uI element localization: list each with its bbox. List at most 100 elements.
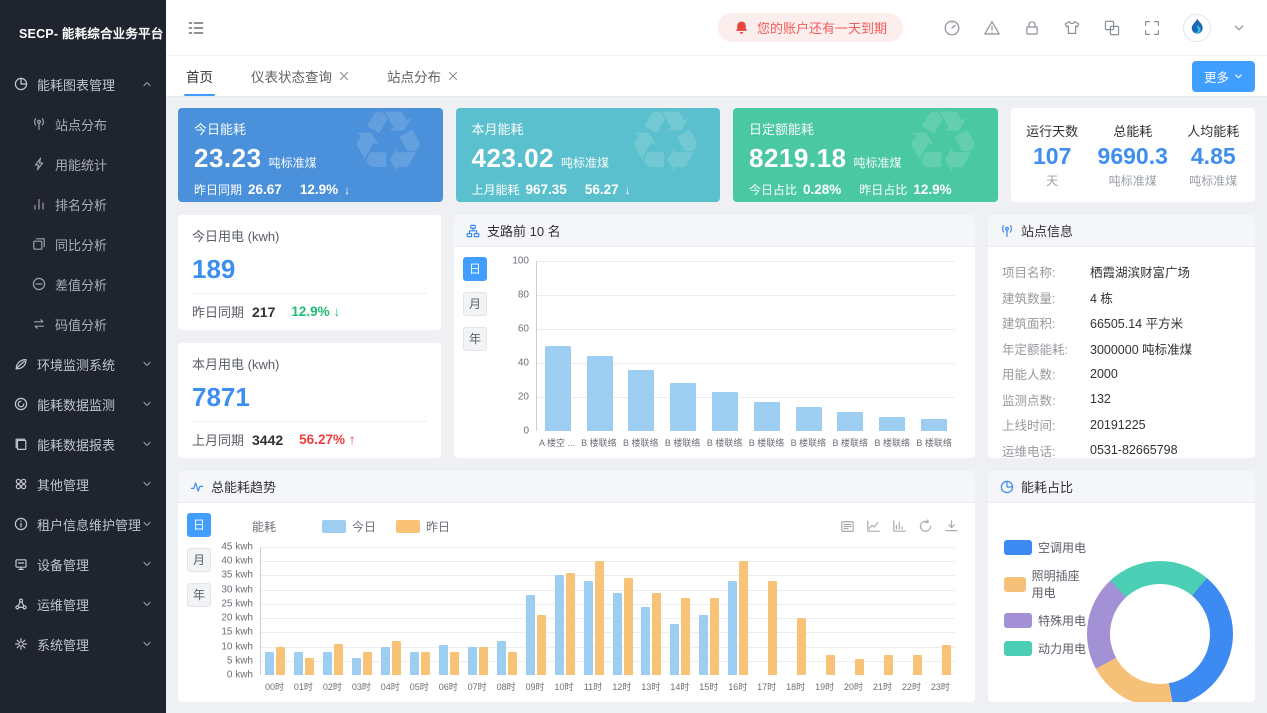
x-axis-tick: 23时 xyxy=(930,682,950,692)
sidebar-group[interactable]: 其他管理 xyxy=(0,464,166,504)
stat-label: 人均能耗 xyxy=(1187,124,1240,139)
account-expiry-notice[interactable]: 您的账户还有一天到期 xyxy=(717,13,903,42)
sidebar-group[interactable]: 运维管理 xyxy=(0,584,166,624)
sidebar-group[interactable]: 环境监测系统 xyxy=(0,344,166,384)
bar-group xyxy=(704,261,746,431)
sidebar-item[interactable]: 排名分析 xyxy=(0,184,166,224)
info-label: 建筑数量: xyxy=(1002,291,1056,306)
bar xyxy=(628,369,655,431)
bar xyxy=(294,652,304,675)
bar xyxy=(583,581,593,675)
refresh-icon[interactable] xyxy=(918,518,933,534)
sidebar-group-label: 能耗数据报表 xyxy=(37,437,116,453)
sidebar-group-label: 租户信息维护管理 xyxy=(37,517,142,533)
tab[interactable]: 站点分布 xyxy=(387,56,458,96)
app-logo: SECP- 能耗综合业务平台 xyxy=(0,0,166,64)
period-button[interactable]: 日 xyxy=(463,257,487,281)
legend-item[interactable]: 动力用电 xyxy=(1004,640,1087,657)
sidebar-item[interactable]: 差值分析 xyxy=(0,264,166,304)
sidebar-item[interactable]: 码值分析 xyxy=(0,304,166,344)
warning-icon[interactable] xyxy=(983,19,1001,37)
bar xyxy=(478,646,488,675)
data-view-icon[interactable] xyxy=(840,519,855,534)
legend-item[interactable]: 空调用电 xyxy=(1004,539,1087,556)
line-chart-icon[interactable] xyxy=(866,519,881,534)
y-axis-tick: 40 kwh xyxy=(221,555,253,567)
close-icon[interactable] xyxy=(448,71,458,81)
bar xyxy=(467,646,477,675)
sidebar-group[interactable]: 租户信息维护管理 xyxy=(0,504,166,544)
panel-header: 能耗占比 xyxy=(988,471,1255,503)
sidebar: SECP- 能耗综合业务平台 能耗图表管理 站点分布 用能统计 排名分析 同比分析 差值分… xyxy=(0,0,166,713)
usage-compare-line: 昨日同期 217 12.9% ↓ xyxy=(192,293,427,321)
fullscreen-icon[interactable] xyxy=(1143,19,1161,37)
translate-icon[interactable] xyxy=(1103,19,1121,37)
sidebar-item[interactable]: 同比分析 xyxy=(0,224,166,264)
sidebar-group[interactable]: 设备管理 xyxy=(0,544,166,584)
more-button[interactable]: 更多 xyxy=(1191,60,1255,92)
sidebar-item[interactable]: 用能统计 xyxy=(0,144,166,184)
collapse-menu-icon[interactable] xyxy=(186,18,206,38)
tab[interactable]: 仪表状态查询 xyxy=(251,56,349,96)
legend-item[interactable]: 照明插座用电 xyxy=(1004,567,1087,601)
antenna-icon xyxy=(1000,224,1014,238)
chevron-down-icon[interactable] xyxy=(1233,22,1245,34)
legend-item[interactable]: 特殊用电 xyxy=(1004,612,1087,629)
bar xyxy=(363,652,373,675)
avatar[interactable] xyxy=(1183,13,1211,42)
bar-group xyxy=(666,547,695,675)
legend-item[interactable]: 今日 xyxy=(322,518,376,535)
period-button[interactable]: 年 xyxy=(463,327,487,351)
bar-group xyxy=(926,547,955,675)
download-icon[interactable] xyxy=(944,519,959,534)
info-label: 用能人数: xyxy=(1002,368,1056,383)
tab[interactable]: 首页 xyxy=(184,56,215,96)
sidebar-group[interactable]: 能耗图表管理 xyxy=(0,64,166,104)
y-axis-tick: 35 kwh xyxy=(221,569,253,581)
bar xyxy=(544,346,571,431)
bar-group xyxy=(550,547,579,675)
lock-icon[interactable] xyxy=(1023,19,1041,37)
bar-group xyxy=(579,261,621,431)
period-button[interactable]: 日 xyxy=(187,513,211,537)
chart-plot-area: 0 kwh 5 kwh 10 kwh 15 kwh 20 kwh 25 kwh 30 kwh… xyxy=(221,542,955,681)
trend-chart-top: 能耗 今日 昨日 xyxy=(252,511,959,541)
sidebar-group[interactable]: 能耗数据报表 xyxy=(0,424,166,464)
bar xyxy=(768,581,778,675)
pie-chart-body: 空调用电照明插座用电特殊用电动力用电 xyxy=(988,503,1255,702)
x-axis-tick: 11时 xyxy=(583,682,603,692)
sidebar-group[interactable]: 能耗数据监测 xyxy=(0,384,166,424)
bar xyxy=(753,402,780,431)
pie-chart-icon xyxy=(14,77,28,91)
period-button[interactable]: 月 xyxy=(463,292,487,316)
site-info-row: 上线时间: 20191225 xyxy=(1002,412,1241,438)
sidebar-item[interactable]: 站点分布 xyxy=(0,104,166,144)
shirt-icon[interactable] xyxy=(1063,19,1081,37)
period-button[interactable]: 年 xyxy=(187,583,211,607)
gauge-icon[interactable] xyxy=(943,19,961,37)
usage-column: 今日用电 (kwh) 189 昨日同期 217 12.9% ↓ 本月用电 (kw… xyxy=(178,215,441,458)
usage-title: 今日用电 (kwh) xyxy=(192,229,280,244)
bar-group xyxy=(868,547,897,675)
close-icon[interactable] xyxy=(339,71,349,81)
bar xyxy=(797,618,807,675)
legend-item[interactable]: 昨日 xyxy=(396,518,450,535)
stat-label: 运行天数 xyxy=(1026,124,1079,139)
x-axis-tick: 10时 xyxy=(554,682,574,692)
bar xyxy=(670,623,680,675)
bar xyxy=(381,646,391,675)
x-axis-tick: 15时 xyxy=(699,682,719,692)
sidebar-group-label: 其他管理 xyxy=(37,477,90,493)
sidebar-group[interactable]: 系统管理 xyxy=(0,624,166,664)
usage-compare-line: 上月同期 3442 56.27% ↑ xyxy=(192,421,427,449)
bar-chart-icon[interactable] xyxy=(892,519,907,534)
x-axis-tick: B 楼联络 xyxy=(664,438,701,448)
x-axis-tick: B 楼联络 xyxy=(706,438,743,448)
kpi-card-month-energy: 本月能耗 423.02 吨标准煤 上月能耗 967.35 56.27 ↓ ♻ xyxy=(455,108,720,202)
energy-share-panel: 能耗占比 空调用电照明插座用电特殊用电动力用电 xyxy=(988,471,1255,702)
topbar: 您的账户还有一天到期 xyxy=(166,0,1267,56)
chevron-down-icon xyxy=(1234,72,1243,81)
trend-chart-body: 日月年 能耗 今日 昨日 0 kwh 5 kwh 10 kwh 15 kwh 20 kwh… xyxy=(178,503,975,702)
period-button[interactable]: 月 xyxy=(187,548,211,572)
gear-icon xyxy=(14,637,28,651)
